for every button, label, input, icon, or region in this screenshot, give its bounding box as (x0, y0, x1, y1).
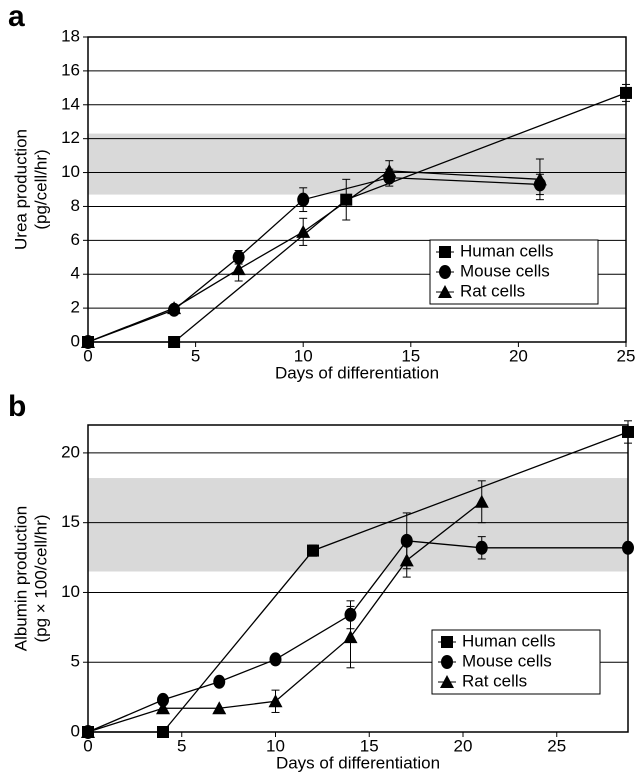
shaded-range (88, 478, 628, 572)
y-tick-label: 12 (61, 128, 80, 147)
marker (620, 86, 632, 99)
x-tick-label: 10 (294, 346, 313, 365)
legend-marker (438, 285, 452, 298)
marker (269, 652, 282, 667)
plot-frame (87, 36, 627, 343)
y-tick-label: 4 (71, 264, 80, 283)
legend-marker (441, 636, 453, 648)
marker (400, 533, 413, 548)
x-tick-label: 25 (547, 736, 566, 755)
marker (168, 336, 181, 348)
marker (340, 193, 353, 206)
y-tick-label: 8 (71, 196, 80, 215)
marker (475, 540, 488, 555)
x-tick-label: 5 (191, 346, 200, 365)
marker (307, 544, 319, 557)
y-tick-label: 0 (71, 721, 80, 740)
legend-marker (439, 246, 451, 258)
x-tick-label: 0 (83, 346, 92, 365)
marker (296, 224, 311, 238)
x-tick-label: 0 (83, 736, 92, 755)
x-tick-label: 10 (266, 736, 285, 755)
series-line (87, 170, 540, 343)
panel-label: b (8, 390, 26, 423)
marker (157, 726, 169, 738)
series-line (87, 540, 628, 733)
panel-label: a (8, 0, 25, 33)
marker (157, 692, 169, 707)
legend-marker (440, 675, 454, 688)
legend-label: Mouse cells (460, 261, 550, 280)
x-tick-label: 20 (509, 346, 528, 365)
marker (622, 425, 634, 438)
series-line (88, 431, 629, 733)
x-tick-label: 5 (177, 736, 186, 755)
marker (622, 540, 634, 555)
y-tick-label: 16 (61, 60, 80, 79)
y-axis-label: (pg × 100/cell/hr) (31, 514, 50, 642)
marker (343, 630, 358, 644)
y-axis-label: (pg/cell/hr) (31, 149, 50, 229)
marker (399, 553, 414, 567)
y-tick-label: 6 (71, 230, 80, 249)
y-tick-label: 15 (61, 512, 80, 531)
legend-label: Human cells (462, 631, 556, 650)
y-tick-label: 20 (61, 442, 80, 461)
marker (268, 694, 283, 708)
marker (231, 262, 246, 276)
marker (81, 335, 95, 348)
legend-label: Rat cells (460, 281, 525, 300)
plot-frame (87, 424, 629, 733)
y-tick-label: 10 (61, 162, 80, 181)
x-axis-label: Days of differentiation (275, 363, 439, 382)
marker (297, 192, 310, 207)
y-tick-label: 18 (61, 26, 80, 45)
y-axis-label: Albumin production (11, 506, 30, 652)
x-tick-label: 15 (360, 736, 379, 755)
series-line (87, 176, 540, 343)
series-line (88, 92, 627, 343)
marker (156, 701, 170, 715)
y-tick-label: 0 (71, 331, 80, 350)
legend-label: Rat cells (462, 671, 527, 690)
marker (212, 701, 227, 715)
marker (213, 674, 226, 689)
y-tick-label: 5 (71, 652, 80, 671)
y-axis-label: Urea production (11, 129, 30, 250)
legend-label: Mouse cells (462, 651, 552, 670)
x-tick-label: 25 (617, 346, 636, 365)
legend-box (431, 629, 601, 695)
x-axis-label: Days of differentiation (276, 753, 440, 772)
marker (532, 172, 547, 186)
marker (81, 725, 95, 738)
legend-marker (439, 265, 451, 279)
marker (167, 301, 182, 315)
legend-label: Human cells (460, 241, 554, 260)
y-tick-label: 2 (71, 298, 80, 317)
marker (474, 494, 489, 508)
marker (382, 163, 397, 177)
y-tick-label: 10 (61, 582, 80, 601)
y-tick-label: 14 (61, 94, 80, 113)
x-tick-label: 15 (401, 346, 420, 365)
x-tick-label: 20 (454, 736, 473, 755)
legend-box (429, 239, 599, 305)
legend-marker (441, 655, 453, 669)
